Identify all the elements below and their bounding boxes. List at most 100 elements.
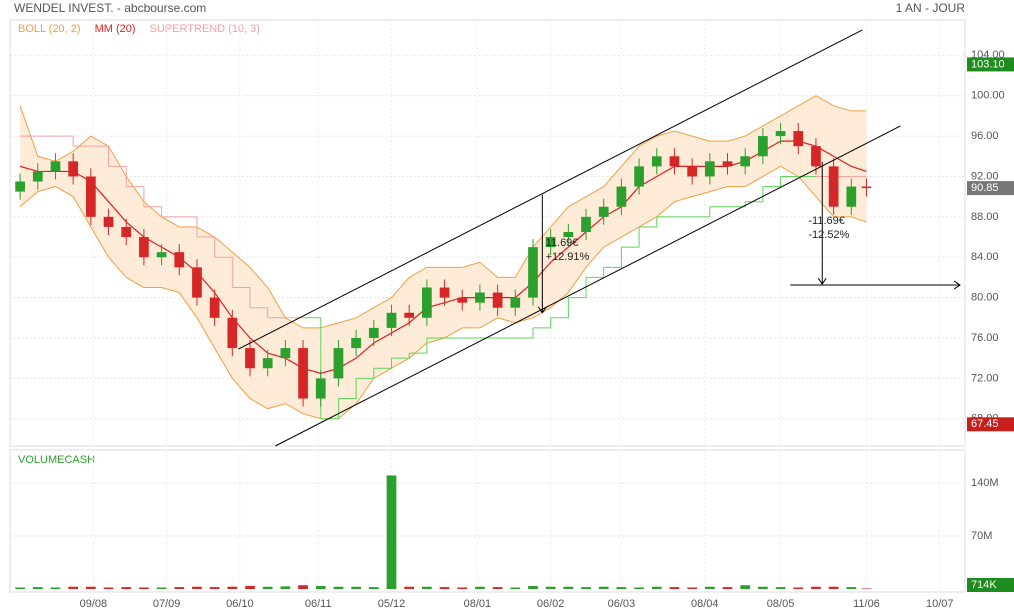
volume-bar: [139, 587, 149, 589]
supertrend: [55, 135, 74, 147]
candle-body: [528, 247, 538, 298]
candle-body: [598, 206, 609, 217]
volume-bar: [333, 586, 344, 589]
supertrend: [745, 186, 764, 203]
y-tick-label: 80.00: [971, 292, 999, 304]
volume-bar: [669, 587, 680, 589]
volume-bar: [861, 588, 872, 589]
volume-bar: [404, 586, 415, 589]
legend-entry: SUPERTREND (10, 3): [150, 23, 260, 35]
volume-bar: [50, 587, 61, 589]
candle-body: [174, 252, 185, 268]
volume-bar: [528, 585, 538, 589]
candle-body: [581, 216, 591, 232]
supertrend: [338, 378, 357, 400]
supertrend: [373, 358, 392, 369]
volume-bar: [315, 585, 326, 589]
candle-body: [651, 156, 662, 167]
candle-body: [722, 161, 733, 167]
y-tick-label: 88.00: [971, 211, 999, 223]
volume-bar: [32, 587, 43, 589]
volume-panel: [9, 449, 966, 593]
candle-body: [457, 297, 468, 303]
supertrend: [108, 165, 127, 187]
volume-bar: [262, 586, 273, 589]
volume-bar: [545, 586, 556, 589]
candle-body: [758, 136, 768, 157]
volume-bar: [156, 587, 167, 589]
candle-body: [634, 166, 644, 187]
price-box-label: 714K: [971, 579, 997, 591]
candle-body: [492, 292, 503, 308]
period-label[interactable]: 1 AN - JOUR: [896, 1, 966, 15]
volume-bar: [510, 587, 521, 589]
volume-bar: [740, 585, 751, 589]
candle-body: [333, 348, 344, 379]
volume-bar: [775, 587, 786, 589]
supertrend: [320, 398, 339, 420]
y-tick-label: 72.00: [971, 372, 999, 384]
volume-bar: [616, 587, 627, 589]
volume-bar: [85, 586, 96, 589]
supertrend: [639, 216, 658, 228]
supertrend: [603, 247, 622, 268]
supertrend: [232, 287, 251, 308]
x-tick-label: 08/01: [464, 598, 492, 610]
supertrend: [196, 236, 216, 258]
candle-body: [227, 317, 238, 349]
supertrend: [621, 226, 640, 248]
supertrend: [179, 216, 198, 238]
legend-entry: MM (20): [95, 23, 136, 35]
supertrend: [568, 277, 587, 299]
volume-bar: [687, 587, 698, 589]
candle-body: [846, 186, 857, 207]
annotation: -11.69€: [808, 215, 845, 227]
annotation: +12.91%: [546, 251, 590, 263]
supertrend: [515, 327, 534, 339]
volume-bar: [298, 585, 308, 589]
candle-body: [704, 161, 715, 177]
candle-body: [475, 292, 485, 303]
volume-bar: [174, 587, 185, 589]
supertrend: [356, 368, 375, 379]
volume-bar: [722, 587, 733, 589]
candle-body: [669, 156, 680, 167]
candle-body: [775, 131, 786, 137]
x-tick-label: 05/12: [378, 598, 406, 610]
candle-body: [740, 156, 751, 167]
y-tick-label: 92.00: [971, 170, 999, 182]
candle-body: [545, 237, 556, 248]
supertrend: [214, 256, 233, 288]
volume-bar: [209, 587, 220, 589]
candle-body: [861, 186, 872, 189]
x-tick-label: 06/10: [226, 598, 254, 610]
volume-bar: [793, 587, 804, 589]
y-tick-label: 140M: [971, 477, 999, 489]
volume-bar: [475, 586, 485, 589]
x-tick-label: 07/09: [153, 598, 181, 610]
candle-body: [351, 337, 361, 349]
measure-arrow: [537, 194, 547, 314]
volume-bar: [422, 586, 432, 589]
supertrend: [692, 206, 711, 218]
volume-title: VOLUMECASH: [18, 454, 95, 466]
measure-arrow: [790, 280, 961, 290]
candle-body: [50, 161, 61, 172]
volume-bar: [368, 587, 379, 589]
candle-body: [368, 327, 379, 338]
supertrend: [762, 176, 782, 188]
volume-bar: [68, 586, 79, 589]
supertrend: [391, 353, 410, 359]
candle-body: [15, 181, 25, 192]
volume-bar: [386, 475, 397, 589]
candle-body: [103, 216, 114, 227]
annotation: 11.69€: [546, 237, 579, 249]
trendline: [275, 125, 901, 447]
candle-body: [828, 166, 839, 207]
candle-body: [209, 297, 220, 318]
y-tick-label: 70M: [971, 530, 992, 542]
price-box-label: 103.10: [971, 58, 1005, 70]
volume-bar: [492, 587, 503, 589]
supertrend: [250, 307, 269, 318]
